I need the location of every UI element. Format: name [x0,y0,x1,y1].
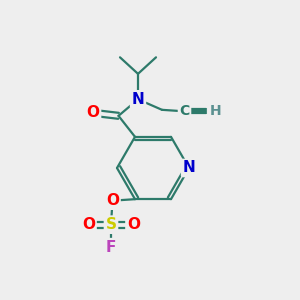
Text: C: C [179,104,190,118]
Text: O: O [86,105,100,120]
Text: S: S [106,217,116,232]
Text: O: O [82,217,95,232]
Text: O: O [106,193,119,208]
Text: H: H [210,104,222,118]
Text: O: O [127,217,140,232]
Text: N: N [183,160,195,175]
Text: F: F [106,240,116,255]
Text: N: N [132,92,144,107]
